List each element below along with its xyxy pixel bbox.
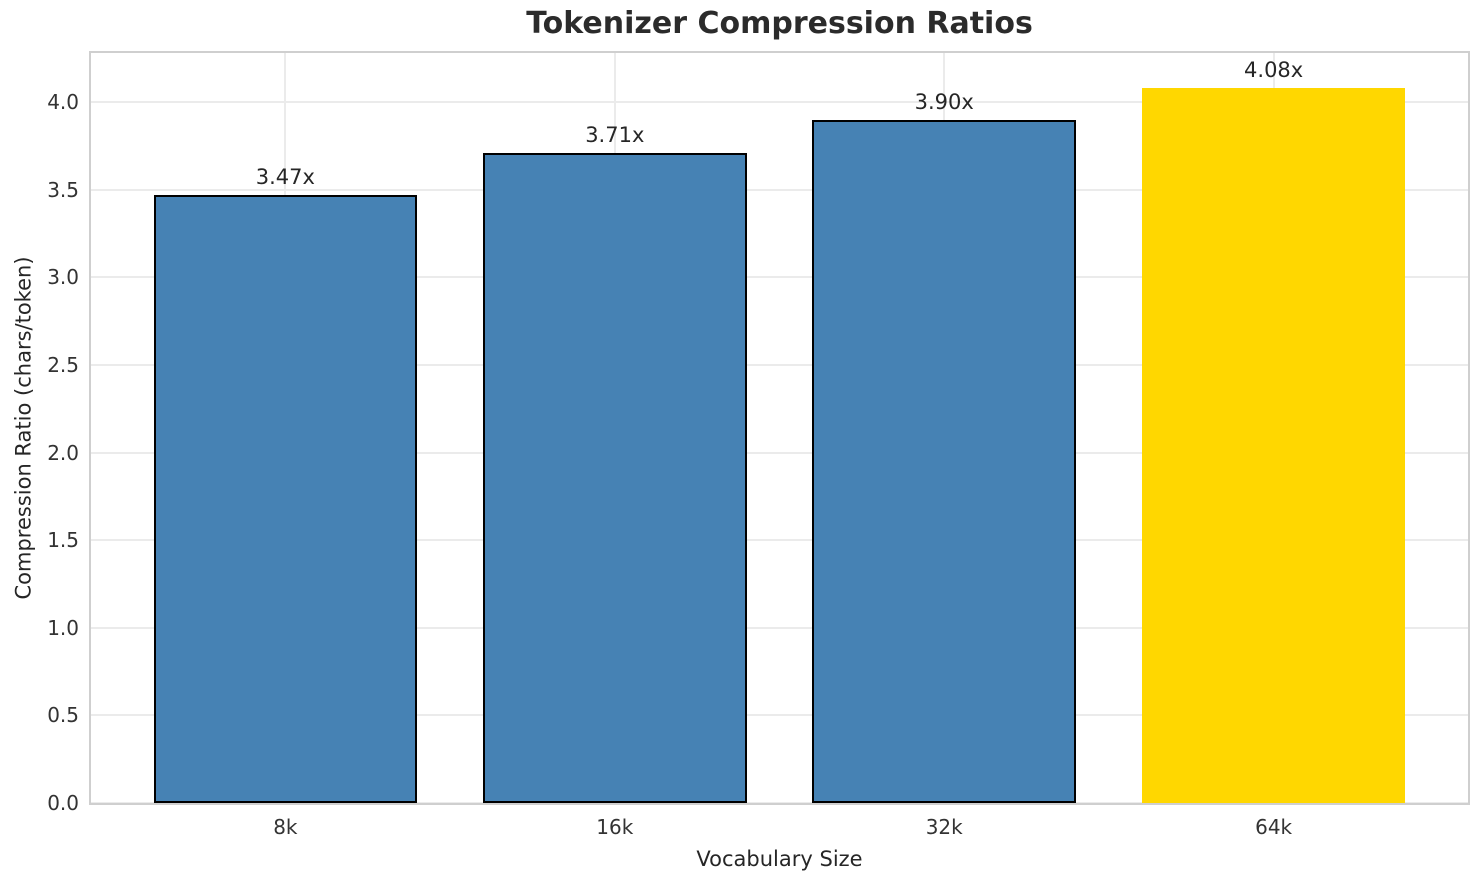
bar-value-label: 4.08x (1244, 58, 1304, 83)
x-tick-label: 16k (596, 815, 634, 839)
plot-area: 3.47x 3.71x 3.90x 4.08x (89, 51, 1470, 805)
bar-8k (153, 194, 418, 803)
y-gridline (91, 363, 1468, 366)
y-gridline (91, 276, 1468, 279)
y-gridline (91, 188, 1468, 191)
y-gridline (91, 451, 1468, 454)
y-gridline (91, 626, 1468, 629)
bar-32k (812, 119, 1076, 803)
y-gridline (91, 539, 1468, 542)
x-tick-label: 32k (925, 815, 963, 839)
bar-value-label: 3.90x (914, 89, 974, 114)
bar-value-label: 3.71x (585, 122, 645, 147)
bar-value-label: 3.47x (255, 164, 315, 189)
y-tick-label: 2.5 (47, 352, 79, 377)
bar-16k (483, 152, 747, 803)
y-tick-label: 2.0 (47, 440, 79, 465)
y-tick-label: 0.0 (47, 791, 79, 815)
y-tick-label: 1.5 (47, 528, 79, 553)
chart-title: Tokenizer Compression Ratios (526, 6, 1033, 41)
bar-64k (1141, 88, 1406, 803)
y-tick-label: 1.0 (47, 615, 79, 640)
y-gridline (91, 101, 1468, 104)
y-tick-label: 4.0 (47, 90, 79, 115)
y-tick-label: 0.5 (47, 703, 79, 728)
y-gridline (91, 714, 1468, 717)
x-tick-label: 8k (273, 815, 298, 839)
y-tick-label: 3.0 (47, 265, 79, 290)
x-axis-label: Vocabulary Size (696, 847, 863, 871)
y-axis-label-wrap: Compression Ratio (chars/token) (0, 53, 46, 803)
y-tick-label: 3.5 (47, 177, 79, 202)
x-tick-label: 64k (1255, 815, 1293, 839)
